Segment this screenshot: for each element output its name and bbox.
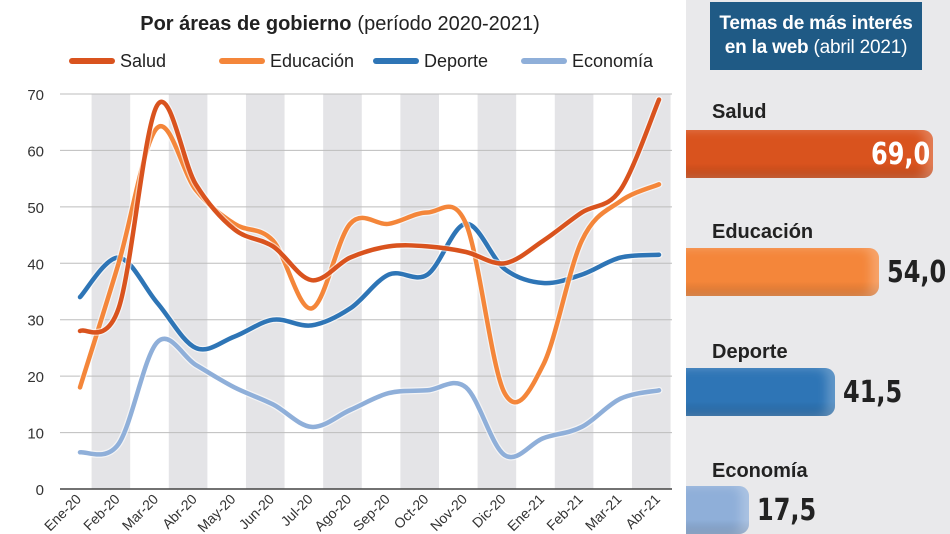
legend-label-economia: Economía [572, 51, 654, 71]
y-tick-10: 10 [27, 426, 44, 443]
y-tick-40: 40 [27, 256, 44, 273]
y-tick-60: 60 [27, 143, 44, 160]
chart-subtitle: (período 2020-2021) [357, 13, 539, 35]
y-tick-0: 0 [36, 482, 44, 499]
series-line-deporte [77, 221, 662, 352]
hbar-deporte [686, 368, 835, 416]
hbar-educacion [686, 248, 880, 296]
series-line-salud [77, 97, 662, 335]
y-tick-50: 50 [27, 200, 44, 217]
side-panel: Temas de más interés en la web (abril 20… [686, 0, 950, 534]
chart-title: Por áreas de gobierno (período 2020-2021) [140, 13, 540, 35]
hbar-label-salud: Salud [712, 101, 767, 123]
hbar-salud [686, 130, 933, 178]
side-panel-header: Temas de más interés en la web (abril 20… [710, 2, 922, 70]
legend-label-educacion: Educación [270, 51, 354, 71]
hbar-value-economia: 17,5 [756, 493, 816, 528]
hbar-value-educacion: 54,0 [887, 255, 947, 290]
band-4 [245, 94, 285, 489]
hbar-value-deporte: 41,5 [842, 375, 902, 410]
band-6 [323, 94, 362, 489]
side-panel-subtitle: en la web (abril 2021) [724, 37, 908, 58]
series-line-educacion [77, 123, 662, 405]
hbar-economia [686, 486, 749, 534]
chart-title-main: Por áreas de gobierno [140, 13, 351, 35]
legend-label-salud: Salud [120, 51, 166, 71]
legend: Salud Educación Deporte Economía [69, 51, 654, 71]
band-2 [168, 94, 208, 489]
y-tick-30: 30 [27, 313, 44, 330]
legend-label-deporte: Deporte [424, 51, 488, 71]
side-panel-title: Temas de más interés [719, 13, 913, 34]
hbar-value-salud: 69,0 [871, 137, 931, 172]
hbar-label-educacion: Educación [712, 221, 814, 243]
hbar-label-economia: Economía [712, 460, 808, 482]
y-tick-70: 70 [27, 87, 44, 104]
hbar-label-deporte: Deporte [712, 341, 788, 363]
series-line-economia [77, 336, 662, 460]
band-8 [400, 94, 439, 489]
y-tick-20: 20 [27, 369, 44, 386]
